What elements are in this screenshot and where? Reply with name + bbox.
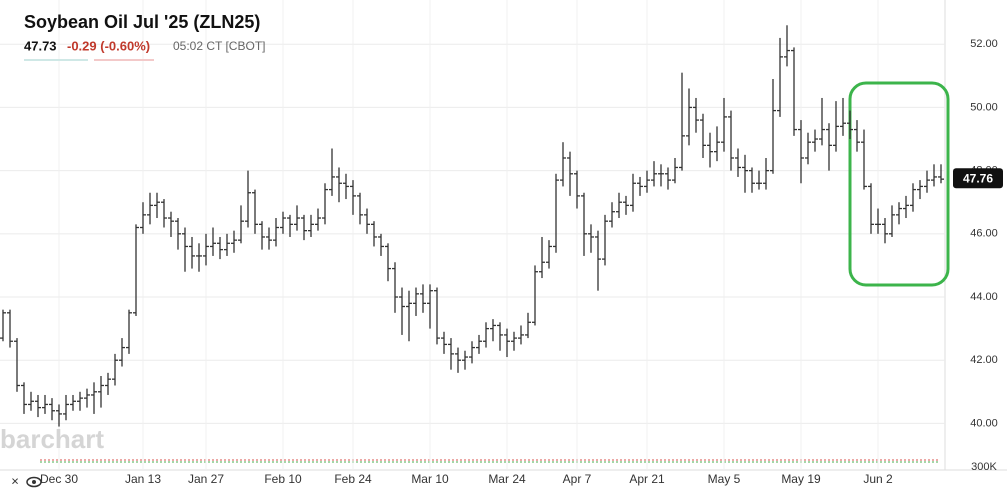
y-tick-label: 42.00 [970,354,998,366]
x-tick-label: Feb 24 [334,472,372,486]
time-exchange: 05:02 CT [CBOT] [173,39,265,53]
x-tick-label: May 19 [781,472,821,486]
x-tick-label: Apr 21 [629,472,665,486]
x-tick-label: May 5 [708,472,741,486]
price-change: -0.29 (-0.60%) [67,38,150,53]
x-tick-label: Jan 27 [188,472,224,486]
volume-axis-label: 300K [971,461,997,473]
x-tick-label: Mar 24 [488,472,526,486]
eye-icon[interactable] [26,476,42,488]
x-tick-label: Feb 10 [264,472,302,486]
y-tick-label: 46.00 [970,228,998,240]
y-tick-label: 50.00 [970,101,998,113]
x-tick-label: Mar 10 [411,472,449,486]
y-tick-label: 52.00 [970,38,998,50]
watermark: barchart [0,424,104,454]
x-tick-label: Jun 2 [863,472,893,486]
x-tick-label: Apr 7 [563,472,592,486]
y-tick-label: 40.00 [970,417,998,429]
x-tick-label: Jan 13 [125,472,161,486]
chart-title: Soybean Oil Jul '25 (ZLN25) [24,12,260,32]
highlight-box [848,81,950,287]
close-icon[interactable]: × [11,473,19,488]
price-tag-box [953,168,1003,189]
price-tag: 47.76 [963,171,993,185]
y-tick-label: 44.00 [970,291,998,303]
x-tick-label: Dec 30 [40,472,78,486]
last-price: 47.73 [24,38,57,53]
